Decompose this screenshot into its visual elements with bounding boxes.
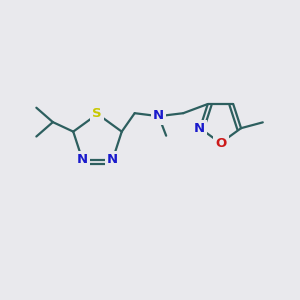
Text: S: S xyxy=(92,106,102,120)
Text: N: N xyxy=(107,153,118,166)
Text: O: O xyxy=(215,136,226,150)
Text: N: N xyxy=(76,153,88,166)
Text: N: N xyxy=(194,122,205,135)
Text: N: N xyxy=(153,110,164,122)
